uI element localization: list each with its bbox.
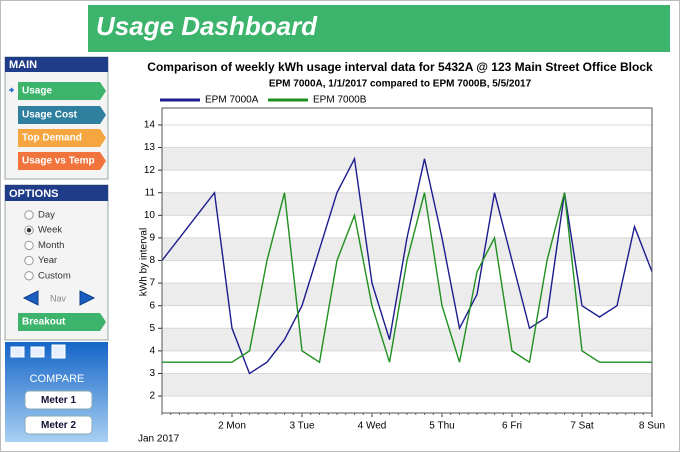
y-tick-label: 4 bbox=[149, 346, 155, 357]
y-tick-label: 7 bbox=[149, 278, 155, 289]
main-header bbox=[5, 57, 108, 72]
series-line bbox=[161, 156, 653, 375]
breakout-button[interactable] bbox=[18, 313, 106, 331]
radio-button[interactable] bbox=[24, 255, 34, 266]
grid-band bbox=[162, 192, 652, 216]
x-tick-label: 8 Sun bbox=[639, 421, 665, 432]
main-title: MAIN bbox=[9, 59, 37, 71]
radio-label: Year bbox=[38, 255, 57, 266]
x-tick-label: 2 Mon bbox=[218, 421, 246, 432]
grid-band bbox=[162, 328, 652, 351]
grid-band bbox=[162, 237, 652, 261]
radio-dot bbox=[26, 228, 32, 233]
compare-title: COMPARE bbox=[30, 373, 85, 385]
y-axis-label: kWh by interval bbox=[139, 228, 150, 296]
radio-button[interactable] bbox=[24, 210, 34, 220]
y-tick-label: 8 bbox=[149, 255, 155, 266]
header-bar bbox=[88, 5, 670, 52]
grid-band bbox=[162, 283, 652, 306]
y-tick-label: 9 bbox=[149, 233, 155, 244]
y-tick-label: 6 bbox=[149, 300, 155, 311]
x-axis-note: Jan 2017 bbox=[138, 434, 180, 445]
radio-button[interactable] bbox=[24, 271, 34, 281]
export-icon[interactable] bbox=[30, 346, 45, 358]
meter-label: Meter 2 bbox=[41, 420, 76, 431]
nav-prev[interactable] bbox=[22, 290, 39, 306]
menu-button[interactable] bbox=[18, 129, 106, 147]
y-tick-label: 5 bbox=[149, 323, 155, 334]
menu-label: Usage Cost bbox=[22, 110, 78, 121]
print-icon[interactable] bbox=[51, 344, 66, 359]
menu-label: Usage vs Temp bbox=[22, 156, 95, 167]
radio-label: Day bbox=[38, 210, 55, 221]
meter-button[interactable] bbox=[24, 415, 93, 435]
y-tick-label: 13 bbox=[144, 142, 156, 153]
x-tick-label: 6 Fri bbox=[502, 421, 522, 432]
x-tick-label: 5 Thu bbox=[429, 421, 454, 432]
x-tick-label: 4 Wed bbox=[358, 421, 387, 432]
header-title: Usage Dashboard bbox=[96, 11, 318, 41]
menu-button[interactable] bbox=[18, 152, 106, 170]
menu-button[interactable] bbox=[18, 82, 106, 100]
plot-frame bbox=[161, 107, 653, 414]
nav-label: Nav bbox=[50, 293, 67, 303]
nav-next[interactable] bbox=[79, 290, 96, 306]
menu-label: Usage bbox=[22, 86, 52, 97]
y-tick-label: 2 bbox=[149, 391, 155, 402]
y-tick-label: 3 bbox=[149, 368, 155, 379]
meter-button[interactable] bbox=[24, 390, 93, 410]
chart-subtitle: EPM 7000A, 1/1/2017 compared to EPM 7000… bbox=[269, 79, 532, 90]
chart-title: Comparison of weekly kWh usage interval … bbox=[147, 60, 653, 74]
series-line bbox=[162, 192, 652, 364]
radio-label: Week bbox=[38, 225, 62, 236]
breakout-label: Breakout bbox=[22, 317, 66, 328]
legend-label: EPM 7000B bbox=[313, 95, 367, 106]
x-tick-label: 3 Tue bbox=[289, 421, 314, 432]
options-title: OPTIONS bbox=[9, 188, 59, 200]
y-tick-label: 10 bbox=[144, 210, 156, 221]
radio-label: Month bbox=[38, 240, 64, 251]
email-icon[interactable] bbox=[10, 346, 25, 358]
x-tick-label: 7 Sat bbox=[570, 421, 594, 432]
legend-label: EPM 7000A bbox=[205, 95, 259, 106]
grid-band bbox=[162, 373, 652, 397]
options-header bbox=[5, 185, 108, 201]
y-tick-label: 14 bbox=[144, 120, 156, 131]
menu-label: Top Demand bbox=[22, 133, 82, 144]
radio-button[interactable] bbox=[24, 240, 34, 251]
y-tick-label: 12 bbox=[144, 165, 156, 176]
menu-button[interactable] bbox=[18, 106, 106, 124]
radio-label: Custom bbox=[38, 270, 71, 281]
meter-label: Meter 1 bbox=[41, 395, 76, 406]
grid-band bbox=[162, 147, 652, 171]
y-tick-label: 11 bbox=[145, 187, 156, 198]
selected-indicator bbox=[9, 87, 15, 93]
